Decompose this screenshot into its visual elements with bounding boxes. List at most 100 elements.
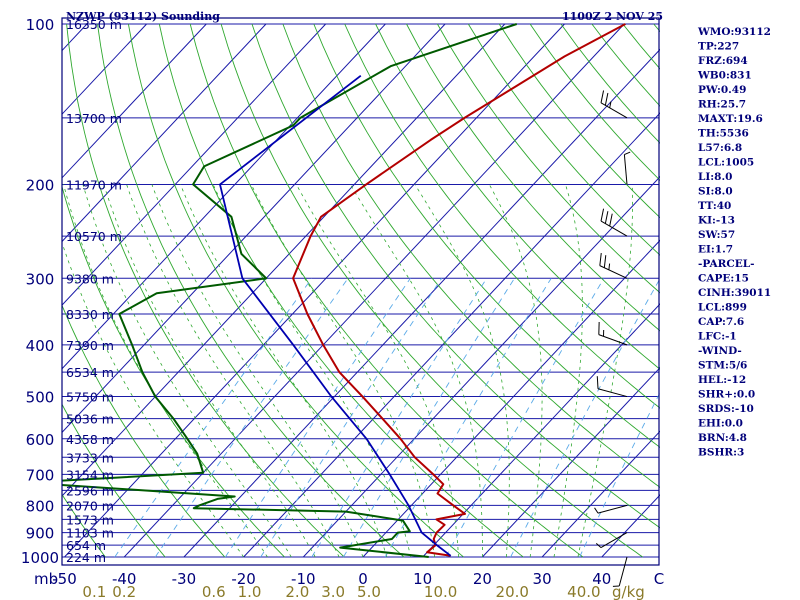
index-line: BSHR:3 [698,447,744,459]
isotherm [123,23,625,558]
mixing-ratio-tick-label: 10.0 [424,583,457,600]
isotherm [62,23,147,115]
height-label: 5036 m [66,412,114,427]
temperature-tick-label: 0 [358,570,368,588]
moist-adiabat [82,184,292,558]
temperature-tick-label: -40 [112,570,137,588]
dry-adiabat [97,23,405,558]
pressure-tick-label: 300 [26,270,55,288]
isotherm [541,430,660,558]
dry-adiabat [467,23,660,256]
temperature-tick-label: 10 [413,570,432,588]
dry-adiabat [375,23,660,370]
temperature-tick-label: C [654,570,664,588]
stability-indices: WMO:93112 TP:227 FRZ:694 WB0:831 PW:0.49 RH:2… [697,26,771,459]
index-line: LFC:-1 [698,331,737,343]
index-line: LCL:899 [698,302,747,314]
temperature-profile [292,23,626,557]
wind-barb [600,208,628,237]
isotherm [62,23,207,179]
temperature-tick-label: -20 [231,570,256,588]
temperature-tick-label: 20 [473,570,492,588]
dry-adiabat [777,24,800,557]
dry-adiabat [66,23,345,558]
chart-curves [62,23,626,558]
index-line: TH:5536 [698,128,749,140]
index-line: SHR+:0.0 [698,389,755,401]
height-label: 1573 m [66,512,114,527]
height-label: 224 m [66,550,106,565]
index-line: SW:57 [698,229,735,241]
mixing-ratio-tick-label: 40.0 [567,583,600,600]
height-label: 7390 m [66,338,114,353]
index-line: MAXT:19.6 [698,113,763,125]
chart-grid [62,23,800,558]
moist-adiabat [151,184,364,558]
isotherm [64,23,565,558]
index-line: CAP:7.6 [698,316,744,328]
index-line: L57:6.8 [698,142,742,154]
index-line: CAPE:15 [698,273,749,285]
wind-barb [600,90,628,119]
mixing-ratio-line [260,278,443,558]
mixing-ratio-tick-label: 20.0 [496,583,529,600]
dewpoint-profile [62,23,518,558]
wind-barb [599,253,628,279]
wind-barb [596,376,628,398]
wind-barbs [594,90,631,587]
mixing-ratio-line [384,278,552,558]
pressure-tick-label: 800 [26,497,55,515]
isotherm [422,303,660,558]
pressure-tick-label: 1000 [21,549,59,567]
height-label: 1103 m [66,526,114,541]
mixing-ratio-tick-label: 1.0 [238,583,262,600]
height-label: 16350 m [66,17,122,32]
pressure-tick-label: 500 [26,389,55,407]
sounding-time: 1100Z 2 NOV 25 [562,10,663,23]
dry-adiabat [220,23,643,558]
height-label: 3154 m [66,467,114,482]
index-line: FRZ:694 [698,55,748,67]
height-label: 6534 m [66,365,114,380]
height-label: 13700 m [66,111,122,126]
moist-adiabat [414,184,510,558]
dry-adiabat [62,493,106,558]
pressure-tick-label: 400 [26,337,55,355]
temperature-tick-label: -50 [52,570,77,588]
dry-adiabat [251,23,660,529]
pressure-tick-label: 100 [26,16,55,34]
isotherm [62,23,327,306]
wind-barb [623,151,631,185]
wind-barb [598,321,628,346]
moist-adiabat [350,184,483,557]
index-line: WB0:831 [697,70,752,82]
dry-adiabat [62,304,226,558]
moist-adiabat [126,184,340,558]
moist-adiabat [296,184,459,558]
mixing-ratio-line [311,278,488,558]
index-line: BRN:4.8 [698,432,747,444]
dry-adiabat [282,23,660,488]
index-line: TT:40 [698,200,731,212]
moist-adiabat [63,184,268,558]
wind-barb [595,532,628,549]
chart-title: NZWP (93112) Sounding [66,10,220,23]
dry-adiabat [406,23,660,332]
mixing-ratio-tick-label: 2.0 [285,583,309,600]
pressure-tick-label: 600 [26,431,55,449]
isotherm [183,48,660,558]
dry-adiabat [127,23,464,558]
dry-adiabat [344,23,660,409]
height-label: 2596 m [66,483,114,498]
height-label: 4358 m [66,432,114,447]
height-label: 11970 m [66,177,122,192]
height-label: 10570 m [66,229,122,244]
index-line: SI:8.0 [698,186,733,198]
dry-adiabat [62,403,166,558]
height-label: 9380 m [66,271,114,286]
isotherm [243,112,660,558]
height-label: 3733 m [66,450,114,465]
mixing-ratio-line [579,391,660,558]
